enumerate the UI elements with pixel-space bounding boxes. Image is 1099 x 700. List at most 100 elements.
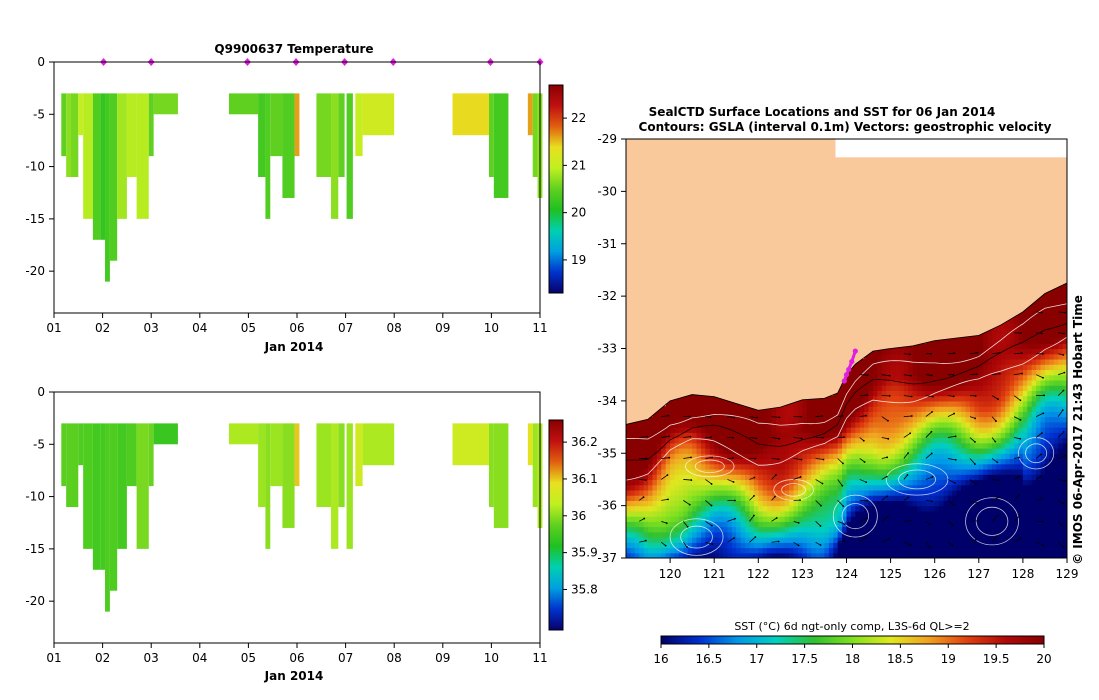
sst-cell [714,474,720,481]
sst-cell [771,510,777,517]
sst-cell [784,453,790,460]
profile-bar [71,423,79,508]
sst-cell [811,416,817,423]
sst-cell [665,448,671,454]
sst-cell [1049,505,1055,512]
no-data-region [835,139,1067,158]
velocity-vector [925,542,931,548]
sst-cell [793,521,799,528]
sst-cell [842,427,848,433]
sst-cell [815,526,821,533]
sst-cell [965,374,971,381]
sst-cell [965,510,971,517]
sst-cell [961,537,967,543]
sst-cell [626,458,632,465]
sst-cell [886,521,892,528]
sst-cell [1022,332,1028,339]
sst-cell [696,411,702,418]
sst-cell [943,358,949,365]
sst-cell [630,510,636,517]
sst-cell [1062,474,1067,481]
sst-cell [974,505,980,512]
sst-cell [943,390,949,397]
sst-cell [952,510,958,517]
sst-cell [740,542,746,549]
sst-cell [692,484,698,491]
sst-cell [661,526,667,533]
sst-cell [947,448,953,454]
sst-cell [939,427,945,433]
sst-cell [921,505,927,512]
sst-cell [939,458,945,465]
sst-cell [1009,458,1015,465]
sst-cell [877,385,883,391]
sst-cell [1062,458,1067,465]
sst-cell [780,453,786,460]
sst-cell [1036,474,1042,481]
sst-cell [780,474,786,481]
sst-cell [934,516,940,522]
sst-cell [820,479,826,486]
sst-cell [758,484,764,491]
sst-cell [961,474,967,481]
sst-cell [903,442,909,449]
sst-cell [828,442,834,449]
sst-cell [1027,395,1033,402]
sst-cell [696,537,702,543]
velocity-vector-head [976,351,979,354]
sst-cell [947,516,953,522]
velocity-vector-head [887,419,889,422]
sst-cell [1009,369,1015,376]
sst-cell [630,463,636,470]
sst-cell [864,526,870,533]
sst-cell [886,390,892,397]
sst-cell [723,421,729,428]
sst-cell [775,432,781,439]
sst-cell [996,495,1002,501]
sst-cell [934,495,940,501]
velocity-vector-head [866,394,868,397]
sst-cell [974,369,980,376]
sst-cell [1058,437,1064,444]
sst-cell [899,427,905,433]
sst-cell [947,542,953,549]
sst-cell [661,453,667,460]
sst-cell [837,484,843,491]
sst-cell [1005,322,1011,329]
sst-cell [700,510,706,517]
sst-cell [661,510,667,517]
sst-cell [890,395,896,402]
sst-cell [1031,474,1037,481]
sst-cell [626,489,632,496]
sst-cell [925,369,931,376]
sst-cell [1040,484,1046,491]
sst-cell [661,463,667,470]
sst-cell [740,552,746,558]
sst-cell [983,526,989,533]
velocity-vector [1057,431,1065,438]
sst-cell [1062,484,1067,491]
sst-cell [996,400,1002,407]
sst-cell [1031,552,1037,558]
velocity-vector-head [930,452,933,455]
sst-cell [634,542,640,549]
sst-cell [1049,374,1055,381]
velocity-vector [837,500,844,507]
sst-cell [780,448,786,454]
velocity-vector-head [709,416,712,418]
sst-cell [837,521,843,528]
sst-cell [934,416,940,423]
sst-cell [890,358,896,365]
sst-cell [864,547,870,554]
sst-cell [709,552,715,558]
sst-cell [842,500,848,507]
sst-cell [661,458,667,465]
longitude-tick-label: 128 [1011,567,1034,581]
sst-cell [921,390,927,397]
sst-cell [753,437,759,444]
sst-cell [903,526,909,533]
sst-cell [802,400,808,407]
sst-cell [890,479,896,486]
sst-cell [850,526,856,533]
velocity-vector-head [841,484,844,487]
